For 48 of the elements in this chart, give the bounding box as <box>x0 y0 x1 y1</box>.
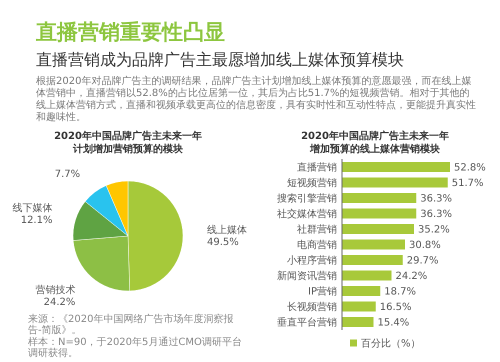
bar <box>342 317 374 327</box>
data-label: 49.5% <box>206 236 239 248</box>
bar <box>342 255 403 265</box>
data-label: 18.7% <box>384 286 416 298</box>
bar <box>342 302 376 312</box>
chart-title: 2020年中国品牌广告主未来一年计划增加营销预算的模块 <box>53 130 203 156</box>
data-label: 30.8% <box>409 240 441 251</box>
bar <box>342 178 448 188</box>
data-label: 7.7% <box>54 169 80 180</box>
legend-label: 百分比（%） <box>361 338 421 350</box>
y-tick-label: 社群营销 <box>297 224 337 236</box>
text: 直播营销成为品牌广告主最愿增加线上媒体预算模块 <box>36 50 404 71</box>
y-tick-label: 垂直平台营销 <box>277 316 337 328</box>
bar <box>342 162 450 172</box>
text: 根据2020年对品牌广告主的调研结果，品牌广告主计划增加线上媒体预算的意愿最强，而在线上媒体营销中，直播营销以52.8%的占比位居第一位，其后为占比51.7%的短视频营销。相对于其他的线上媒体营销方式，直播和视频承载更高位的信息密度，具有实时性和互动性特点，更能提升真实性和趣味性。 <box>36 76 476 124</box>
y-tick-label: 搜索引擎营销 <box>277 192 337 204</box>
data-label: 35.2% <box>418 224 450 236</box>
data-label: 51.7% <box>452 178 484 189</box>
y-tick-label: 社交媒体营销 <box>277 208 337 220</box>
y-tick-label: 电商营销 <box>297 239 337 251</box>
bar <box>342 286 380 296</box>
slice-label: 线上媒体 <box>206 224 247 236</box>
y-tick-label: 长视频营销 <box>287 301 337 313</box>
data-label: 15.4% <box>378 318 410 328</box>
bar <box>342 240 405 250</box>
bar <box>342 208 416 218</box>
y-tick-label: 小程序营销 <box>287 254 337 266</box>
y-tick-label: 短视频营销 <box>287 177 337 189</box>
y-tick-label: IP营销 <box>308 286 337 298</box>
data-label: 52.8% <box>454 162 486 174</box>
data-label: 24.2% <box>44 296 76 308</box>
source-note: 来源：《2020年中国网络广告市场年度洞察报告-简版》。 <box>28 314 234 336</box>
data-label: 29.7% <box>406 256 439 266</box>
y-tick-label: 直播营销 <box>297 162 337 174</box>
data-label: 12.1% <box>20 214 52 226</box>
data-label: 16.5% <box>380 302 412 313</box>
bar <box>342 270 392 280</box>
data-label: 24.2% <box>396 271 428 282</box>
bar <box>342 193 416 203</box>
slice-label: 营销技术 <box>35 284 76 296</box>
data-label: 36.3% <box>420 194 452 204</box>
data-label: 36.3% <box>420 209 452 220</box>
slice-label: 线下媒体 <box>12 202 52 214</box>
y-tick-label: 新闻资讯营销 <box>277 270 337 282</box>
chart-title: 2020年中国品牌广告主未来一年增加预算的线上媒体营销模块 <box>300 130 450 156</box>
text: 直播营销重要性凸显 <box>36 19 225 46</box>
text: 样本：N=90，于2020年5月通过CMO调研平台调研获得。 <box>28 337 243 359</box>
bar <box>342 224 414 234</box>
